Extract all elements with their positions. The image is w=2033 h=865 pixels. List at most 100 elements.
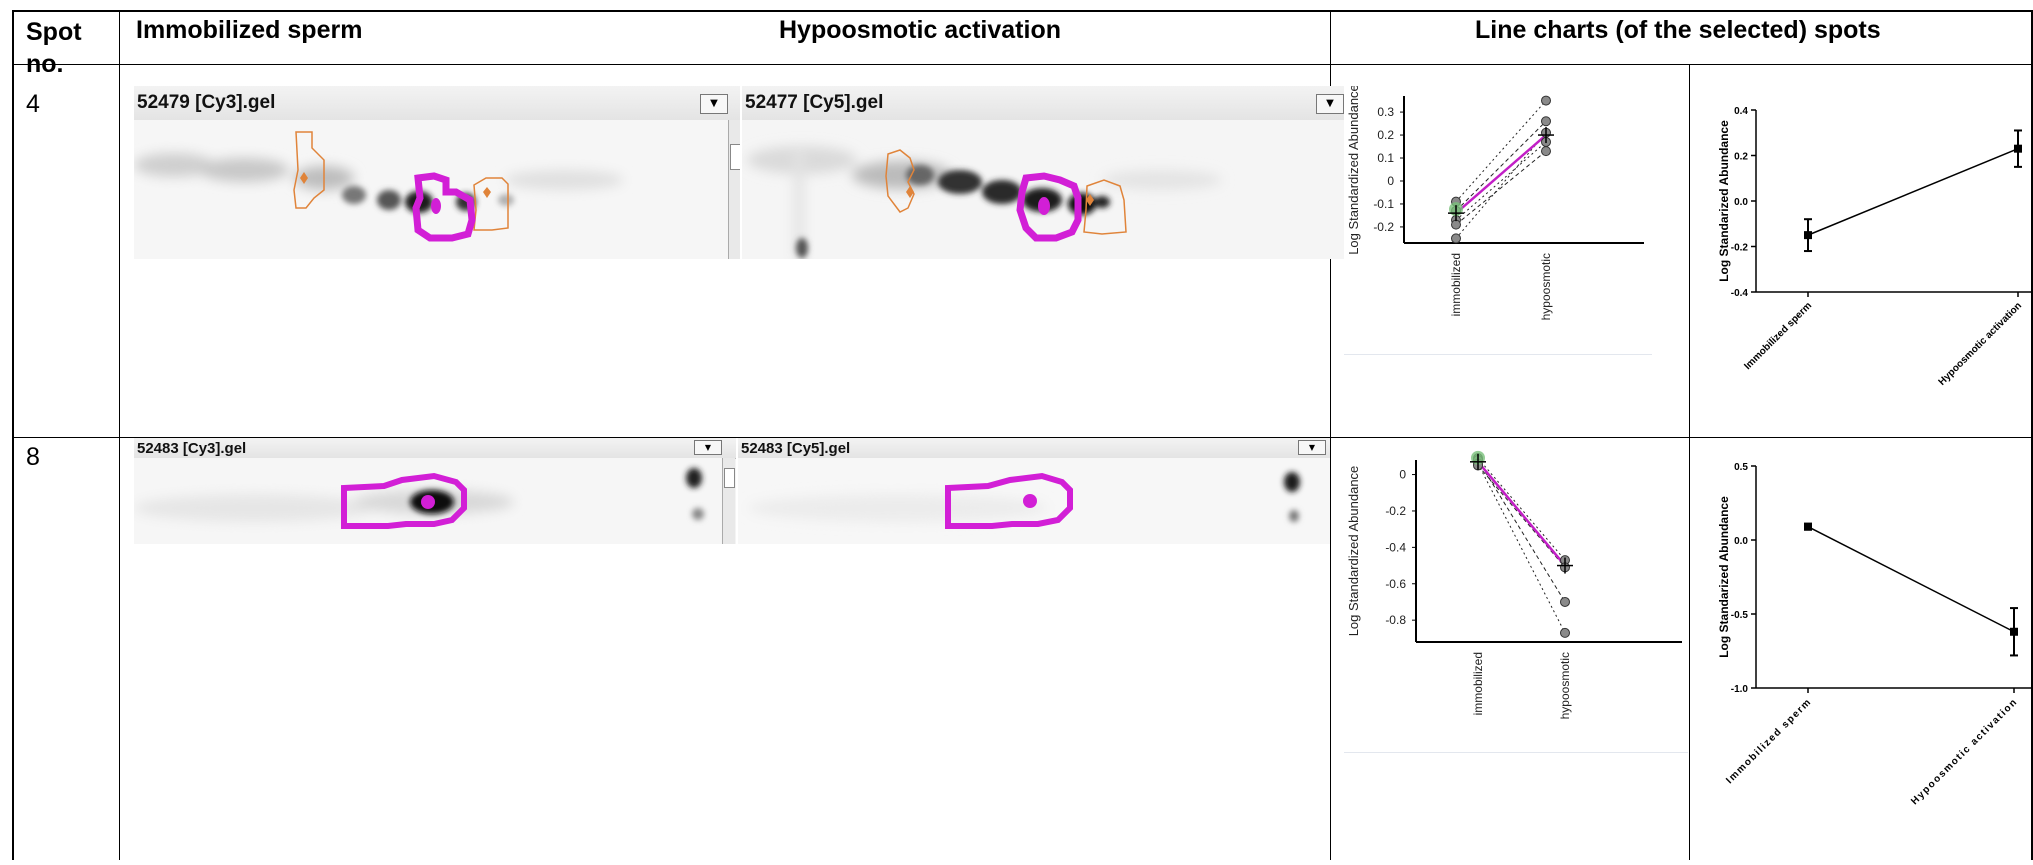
x-tick-label: Hypoosmotic activation (1909, 696, 2020, 807)
y-axis-label: Log Standarized Abundance (1717, 120, 1731, 282)
x-tick-label: hypoosmotic (1558, 652, 1572, 719)
replicate-line (1455, 100, 1547, 202)
replicate-line (1477, 463, 1566, 634)
header-immobilized: Immobilized sperm (136, 16, 363, 44)
table-border-header-bottom (12, 64, 2033, 65)
chart-panel-spot8-software: 0 -0.2 -0.4 -0.6 -0.8 Log Standardized Abunda… (1344, 446, 1688, 753)
x-tick-label: hypoosmotic (1539, 253, 1553, 320)
replicate-line (1455, 141, 1547, 221)
table-border-left (12, 10, 14, 860)
gel-title: 52483 [Cy3].gel (137, 440, 247, 457)
y-tick-label: -0.6 (1385, 577, 1406, 591)
data-point (2014, 144, 2022, 153)
replicate-point (1451, 219, 1461, 230)
header-spot-no-line2: no. (26, 50, 64, 78)
line-chart-spot8-software: 0 -0.2 -0.4 -0.6 -0.8 Log Standardized Abunda… (1346, 450, 1682, 719)
header-spot-no: Spot no. (26, 16, 82, 80)
header-spot-no-line1: Spot (26, 18, 82, 46)
scroll-thumb[interactable] (730, 144, 740, 170)
x-tick-label: Hypoosmotic activation (1937, 300, 2025, 388)
gel-dropdown-button[interactable]: ▼ (694, 440, 722, 455)
y-tick-label: 0.5 (1734, 462, 1748, 473)
replicate-point (1541, 116, 1551, 127)
gel-title: 52483 [Cy5].gel (741, 440, 851, 457)
y-tick-label: 0.0 (1734, 536, 1748, 547)
gel-panel-spot8-cy3: 52483 [Cy3].gel ▼ (134, 438, 736, 544)
gel-title: 52477 [Cy5].gel (745, 92, 884, 113)
spot-number-8: 8 (26, 443, 40, 471)
y-tick-label: 0.2 (1734, 152, 1748, 163)
y-tick-label: -0.4 (1731, 288, 1749, 299)
replicate-point (1560, 627, 1570, 638)
table-border-row-divider (12, 437, 2033, 438)
replicate-point (1560, 596, 1570, 607)
y-tick-label: 0.3 (1377, 105, 1394, 119)
header-hypoosmotic: Hypoosmotic activation (779, 16, 1061, 44)
gel-titlebar (742, 86, 1346, 121)
y-tick-label: 0 (1399, 468, 1406, 482)
spot-number-4: 4 (26, 90, 40, 118)
y-tick-label: -0.1 (1373, 197, 1394, 211)
y-tick-label: 0.1 (1377, 151, 1394, 165)
y-tick-label: -0.8 (1385, 613, 1406, 627)
y-tick-label: -0.2 (1373, 220, 1394, 234)
replicate-line (1455, 132, 1547, 239)
data-point (1804, 522, 1812, 531)
scroll-thumb[interactable] (724, 468, 735, 488)
gel-image (134, 458, 722, 544)
replicate-point (1541, 95, 1551, 106)
line-chart-spot8-summary: 0.5 0.0 -0.5 -1.0 Log Standarized Abundance I… (1717, 462, 2032, 807)
gel-image (742, 120, 1346, 259)
series-line (1807, 526, 2015, 633)
y-tick-label: 0 (1387, 174, 1394, 188)
header-line-charts: Line charts (of the selected) spots (1475, 16, 1881, 44)
replicate-point (1451, 233, 1461, 244)
y-tick-label: 0.0 (1734, 197, 1748, 208)
data-point (2010, 627, 2018, 636)
y-axis-label: Log Standarized Abundance (1717, 496, 1731, 658)
gel-panel-spot8-cy5: 52483 [Cy5].gel ▼ (738, 438, 1330, 544)
x-tick-label: Immobilized sperm (1742, 300, 1814, 372)
replicate-point (1541, 146, 1551, 157)
gel-image (738, 458, 1330, 544)
gel-title: 52479 [Cy3].gel (137, 92, 276, 113)
x-tick-label: immobilized (1471, 652, 1485, 715)
gel-dropdown-button[interactable]: ▼ (1298, 440, 1326, 455)
series-line (1807, 147, 2019, 236)
y-tick-label: -0.2 (1731, 243, 1749, 254)
gel-panel-spot4-cy5: 52477 [Cy5].gel ▼ (742, 86, 1346, 259)
replicate-line (1477, 457, 1566, 561)
replicate-line (1455, 120, 1547, 212)
y-tick-label: 0.4 (1734, 106, 1748, 117)
gel-dropdown-button[interactable]: ▼ (1316, 94, 1344, 114)
table-border-right (2031, 10, 2033, 860)
y-tick-label: -0.5 (1731, 610, 1749, 621)
y-tick-label: -0.2 (1385, 504, 1406, 518)
replicate-line (1477, 459, 1566, 603)
y-tick-label: -0.4 (1385, 540, 1406, 554)
table-col-divider-3b (1689, 437, 1690, 860)
y-axis-label: Log Standardized Abundance (1346, 466, 1361, 637)
x-tick-label: immobilized (1449, 253, 1463, 316)
gel-vertical-scrollbar[interactable] (722, 458, 735, 544)
y-tick-label: 0.2 (1377, 128, 1394, 142)
line-chart-spot4-software: 0.3 0.2 0.1 0 -0.1 -0.2 Log Standardized Abund… (1346, 84, 1644, 320)
gel-panel-spot4-cy3: 52479 [Cy3].gel ▼ (134, 86, 740, 259)
mean-line (1477, 461, 1566, 567)
gel-dropdown-button[interactable]: ▼ (700, 94, 728, 114)
x-tick-label: Immobilized sperm (1724, 696, 1814, 786)
gel-image (134, 120, 728, 259)
chart-panel-spot4-summary: 0.4 0.2 0.0 -0.2 -0.4 Log Standarized Abundan… (1712, 86, 2033, 436)
table-col-divider-1 (119, 10, 120, 860)
replicate-line (1477, 465, 1566, 568)
table-col-divider-2 (1330, 10, 1331, 860)
chart-panel-spot4-software: 0.3 0.2 0.1 0 -0.1 -0.2 Log Standardized Abund… (1344, 84, 1652, 355)
gel-vertical-scrollbar[interactable] (728, 120, 740, 259)
y-tick-label: -1.0 (1731, 684, 1749, 695)
data-point (1804, 231, 1812, 240)
mean-line (1455, 134, 1547, 215)
replicate-line (1455, 150, 1547, 226)
table-border-top (12, 10, 2033, 12)
y-axis-label: Log Standardized Abundance (1346, 86, 1361, 255)
